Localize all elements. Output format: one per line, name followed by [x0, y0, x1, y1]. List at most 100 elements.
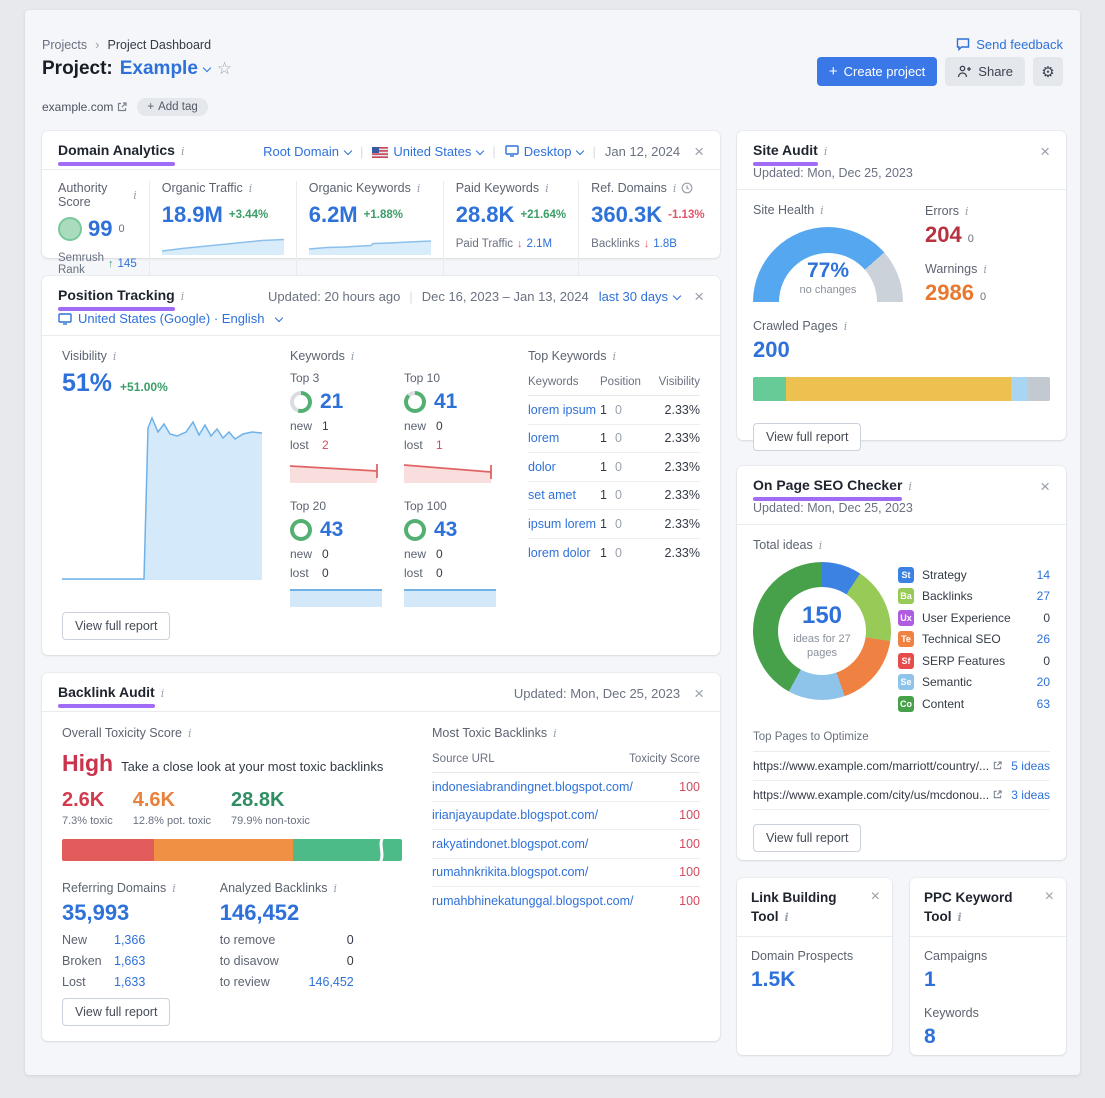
- legend-item-technical-seo[interactable]: Te Technical SEO 26: [898, 629, 1050, 651]
- close-icon[interactable]: ×: [1040, 141, 1050, 161]
- legend-item-semantic[interactable]: Se Semantic 20: [898, 672, 1050, 694]
- domain-prospects-stat: Domain Prospects 1.5K: [751, 948, 854, 991]
- send-feedback-link[interactable]: Send feedback: [956, 37, 1063, 52]
- create-project-button[interactable]: + Create project: [816, 57, 938, 86]
- share-button[interactable]: Share: [945, 57, 1025, 86]
- organic-traffic-metric: Organic Traffic i 18.9M +3.44%: [148, 181, 296, 276]
- backlinks-badge-icon: Ba: [898, 588, 914, 605]
- device-selector[interactable]: Desktop: [505, 144, 585, 159]
- info-icon[interactable]: i: [820, 203, 824, 217]
- info-icon[interactable]: i: [160, 686, 165, 700]
- table-row: dolor 1 0 2.33%: [528, 453, 700, 482]
- legend-item-content[interactable]: Co Content 63: [898, 695, 1050, 712]
- authority-score-circle: [58, 217, 82, 241]
- ideas-count-link[interactable]: 3 ideas: [1011, 787, 1050, 802]
- non-toxic-stat: 28.8K 79.9% non-toxic: [231, 789, 310, 827]
- favorite-star-icon[interactable]: ☆: [216, 59, 233, 78]
- metric-link[interactable]: 1,633: [114, 975, 146, 989]
- most-toxic-backlinks-section: Most Toxic Backlinks i Source URL Toxicity…: [402, 726, 700, 989]
- top100-ring: [404, 519, 426, 541]
- info-icon[interactable]: i: [187, 726, 192, 740]
- ideas-count-link[interactable]: 5 ideas: [1011, 758, 1050, 773]
- legend-item-serp-features[interactable]: Sf SERP Features 0: [898, 650, 1050, 672]
- legend-item-user-experience[interactable]: Ux User Experience 0: [898, 607, 1050, 629]
- table-row: ipsum lorem 1 0 2.33%: [528, 510, 700, 539]
- close-icon[interactable]: ×: [1040, 476, 1050, 496]
- keyword-link[interactable]: lorem ipsum: [528, 402, 597, 417]
- top100-trend-sparkline: [404, 589, 496, 607]
- legend-item-backlinks[interactable]: Ba Backlinks 27: [898, 586, 1050, 608]
- legend-item-strategy[interactable]: St Strategy 14: [898, 564, 1050, 586]
- view-full-report-button[interactable]: View full report: [62, 612, 171, 640]
- project-domain-link[interactable]: example.com: [42, 100, 127, 114]
- info-icon[interactable]: i: [172, 881, 176, 895]
- page-title: Project: Example ☆: [42, 58, 232, 80]
- info-icon[interactable]: i: [416, 181, 421, 195]
- chevron-down-icon: [275, 313, 284, 322]
- close-icon[interactable]: ×: [1044, 888, 1054, 905]
- info-icon[interactable]: i: [823, 144, 828, 158]
- info-icon[interactable]: i: [965, 204, 969, 218]
- metric-link[interactable]: 146,452: [308, 975, 354, 989]
- keyword-link[interactable]: lorem dolor: [528, 545, 591, 560]
- view-full-report-button[interactable]: View full report: [753, 423, 862, 451]
- keyword-link[interactable]: lorem: [528, 431, 560, 446]
- authority-score-metric: Authority Score i 99 0 Semrush Rank ↑ 145: [58, 181, 137, 276]
- info-icon[interactable]: i: [672, 181, 677, 195]
- view-full-report-button[interactable]: View full report: [62, 998, 171, 1026]
- info-icon[interactable]: i: [112, 349, 117, 363]
- close-icon[interactable]: ×: [694, 286, 704, 306]
- backlink-url-link[interactable]: rumahnkrikita.blogspot.com/: [432, 865, 589, 880]
- settings-button[interactable]: ⚙: [1033, 57, 1063, 86]
- keyword-link[interactable]: set amet: [528, 488, 576, 503]
- keyword-link[interactable]: dolor: [528, 459, 556, 474]
- project-dashboard: Projects › Project Dashboard Send feedba…: [25, 10, 1080, 1075]
- info-icon[interactable]: i: [843, 319, 848, 333]
- info-icon[interactable]: i: [545, 181, 549, 195]
- info-icon[interactable]: i: [957, 910, 962, 924]
- top10-trend-sparkline: [404, 464, 492, 483]
- chevron-down-icon: [202, 63, 212, 73]
- info-icon[interactable]: i: [612, 349, 617, 363]
- info-icon[interactable]: i: [553, 726, 557, 740]
- close-icon[interactable]: ×: [870, 888, 880, 905]
- view-full-report-button[interactable]: View full report: [753, 823, 862, 852]
- top20-bucket: Top 20 43 new 0 lost 0: [290, 499, 388, 607]
- backlink-url-link[interactable]: irianjayaupdate.blogspot.com/: [432, 808, 599, 823]
- keyword-link[interactable]: ipsum lorem: [528, 516, 597, 531]
- total-ideas-donut-chart: 150 ideas for 27 pages: [753, 562, 891, 700]
- backlink-url-link[interactable]: rakyatindonet.blogspot.com/: [432, 836, 589, 851]
- info-icon[interactable]: i: [784, 910, 789, 924]
- add-tag-button[interactable]: + Add tag: [137, 98, 208, 116]
- backlink-url-link[interactable]: indonesiabrandingnet.blogspot.com/: [432, 779, 633, 794]
- close-icon[interactable]: ×: [694, 683, 704, 703]
- arrow-down-icon: ↓: [643, 238, 650, 250]
- history-clock-icon[interactable]: [681, 182, 693, 194]
- top-keywords-header-row: Keywords Position Visibility: [528, 369, 700, 396]
- info-icon[interactable]: i: [983, 262, 987, 276]
- info-icon[interactable]: i: [180, 289, 185, 303]
- page-url-link[interactable]: https://www.example.com/city/us/mcdonou.…: [753, 788, 1003, 802]
- info-icon[interactable]: i: [133, 188, 137, 202]
- metric-link[interactable]: 1,663: [114, 954, 146, 968]
- breadcrumb-projects[interactable]: Projects: [42, 37, 88, 52]
- period-selector[interactable]: last 30 days: [599, 289, 682, 304]
- country-selector[interactable]: United States: [372, 144, 485, 159]
- info-icon[interactable]: i: [180, 144, 185, 158]
- locale-selector[interactable]: United States (Google) · English: [58, 311, 704, 326]
- metric-link[interactable]: 1,366: [114, 933, 146, 947]
- info-icon[interactable]: i: [333, 881, 337, 895]
- project-selector[interactable]: Example: [120, 58, 212, 80]
- info-icon[interactable]: i: [248, 181, 253, 195]
- root-domain-selector[interactable]: Root Domain: [263, 144, 353, 159]
- person-plus-icon: [958, 65, 972, 78]
- bar-break-icon: [379, 839, 384, 861]
- table-row: indonesiabrandingnet.blogspot.com/100: [432, 773, 700, 802]
- close-icon[interactable]: ×: [694, 141, 704, 161]
- page-url-link[interactable]: https://www.example.com/marriott/country…: [753, 759, 1003, 773]
- campaigns-stat: Campaigns 1: [924, 948, 988, 991]
- info-icon[interactable]: i: [818, 538, 823, 552]
- info-icon[interactable]: i: [908, 479, 912, 493]
- info-icon[interactable]: i: [350, 349, 355, 363]
- backlink-url-link[interactable]: rumahbhinekatunggal.blogspot.com/: [432, 894, 634, 909]
